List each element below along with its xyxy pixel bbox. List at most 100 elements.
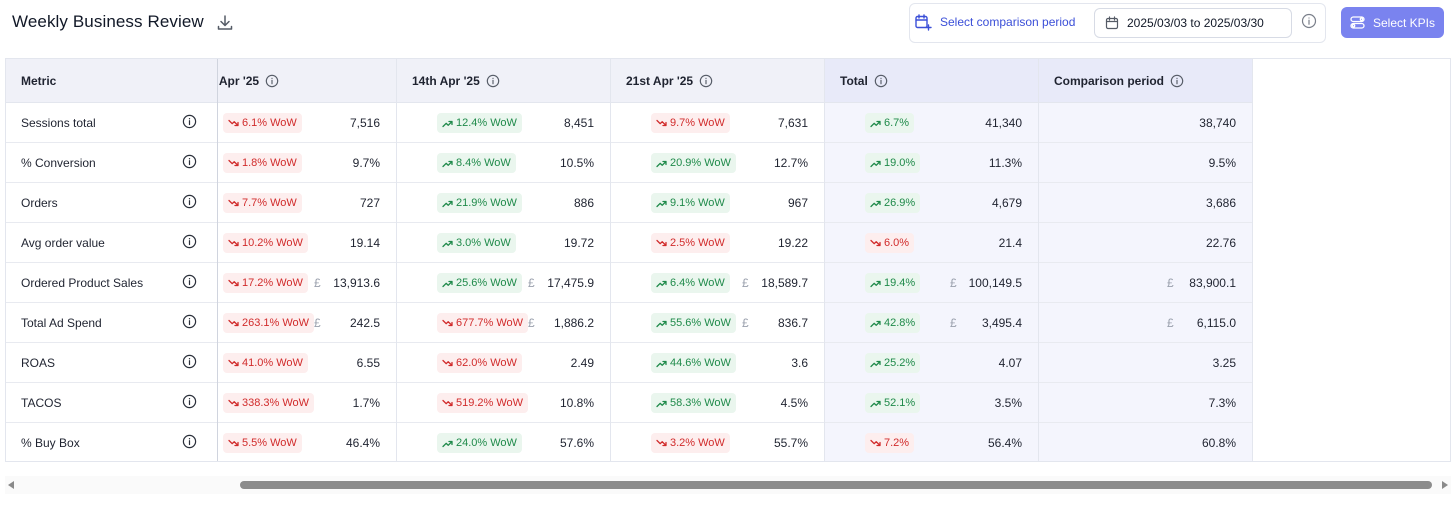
change-value: 10.2% WoW [242,237,303,249]
calendar-add-icon [915,14,932,31]
metric-info-icon[interactable] [182,234,197,252]
change-badge: 41.0% WoW [223,353,308,373]
select-kpis-button[interactable]: Select KPIs [1341,7,1444,38]
column-info-icon[interactable] [486,74,500,88]
table-cell: 41.0% WoW 6.55 [183,343,396,383]
table-cell: 19.4% £100,149.5 [825,263,1038,303]
metric-header: Metric [6,59,217,103]
cell-value: 3,686 [1205,196,1236,210]
change-value: 20.9% WoW [670,157,731,169]
change-value: 52.1% [884,397,916,409]
metric-info-icon[interactable] [182,434,197,452]
metric-info-icon[interactable] [182,354,197,372]
metric-info-icon[interactable] [182,114,197,132]
change-value: 6.4% WoW [670,277,725,289]
scroll-left-icon[interactable] [8,481,14,489]
horizontal-scrollbar[interactable] [5,476,1451,494]
table-cell: 52.1% 3.5% [825,383,1038,423]
table-cell: 7.7% WoW 727 [183,183,396,223]
scrollbar-thumb[interactable] [240,481,1432,489]
table-cell: 6.7% 41,340 [825,103,1038,143]
change-badge: 519.2% WoW [437,393,529,413]
metric-info-icon[interactable] [182,194,197,212]
column-info-icon[interactable] [874,74,888,88]
change-badge: 9.1% WoW [651,193,730,213]
change-badge: 12.4% WoW [437,113,522,133]
metric-row: % Conversion [6,143,217,183]
trend-down-icon [656,239,667,248]
date-range-value: 2025/03/03 to 2025/03/30 [1127,16,1264,30]
column-info-icon[interactable] [265,74,279,88]
download-button[interactable] [213,12,237,34]
table-cell: 25.6% WoW £17,475.9 [397,263,610,303]
currency-symbol: £ [950,316,957,330]
change-value: 17.2% WoW [242,277,303,289]
trend-down-icon [656,439,667,448]
metric-row: Sessions total [6,103,217,143]
cell-value: 41,340 [985,116,1022,130]
column-header: Total [825,59,1038,103]
metric-info-icon[interactable] [182,154,197,172]
scroll-right-icon[interactable] [1442,481,1448,489]
change-value: 25.2% [884,357,916,369]
select-comparison-period-button[interactable]: Select comparison period [914,11,1075,33]
change-value: 44.6% WoW [670,357,731,369]
metric-label: Total Ad Spend [21,315,102,330]
trend-up-icon [870,199,881,208]
cell-value: 38,740 [1199,116,1236,130]
column-total: Total 6.7% 41,340 19.0% 11.3% 26.9% 4,679 6.0% 2… [825,59,1039,461]
metric-label: Orders [21,195,58,210]
metric-label: Sessions total [21,115,96,130]
trend-up-icon [656,159,667,168]
metric-info-icon[interactable] [182,394,197,412]
select-kpis-label: Select KPIs [1372,15,1436,30]
change-badge: 52.1% [865,393,921,413]
metric-row: Orders [6,183,217,223]
column-week: 21st Apr '25 9.7% WoW 7,631 20.9% WoW 12.7% 9… [611,59,825,461]
table-cell: 55.6% WoW £836.7 [611,303,824,343]
column-header-label: Total [840,73,868,88]
table-cell: 6.1% WoW 7,516 [183,103,396,143]
cell-value: 6,115.0 [1196,316,1236,330]
column-info-icon[interactable] [1170,74,1184,88]
column-header: 14th Apr '25 [397,59,610,103]
change-badge: 19.0% [865,153,921,173]
column-header: Comparison period [1039,59,1252,103]
metric-column: Metric Sessions total % Conversion Orders A… [6,59,218,461]
cell-value: 1,886.2 [553,316,594,330]
table-cell: 6.4% WoW £18,589.7 [611,263,824,303]
toggle-settings-icon [1350,16,1365,29]
table-cell: 20.9% WoW 12.7% [611,143,824,183]
change-value: 7.2% [884,437,910,449]
trend-up-icon [442,159,453,168]
cell-value: 17,475.9 [547,276,594,290]
table-cell: 263.1% WoW £242.5 [183,303,396,343]
trend-up-icon [870,359,881,368]
change-value: 3.0% WoW [456,237,511,249]
cell-value: 3.5% [994,396,1022,410]
currency-symbol: £ [528,276,535,290]
date-range-info-icon[interactable] [1301,13,1317,34]
cell-value: 10.8% [559,396,594,410]
table-cell: 62.0% WoW 2.49 [397,343,610,383]
change-badge: 338.3% WoW [223,393,315,413]
table-cell: £6,115.0 [1039,303,1252,343]
table-cell: 25.2% 4.07 [825,343,1038,383]
metric-info-icon[interactable] [182,274,197,292]
column-info-icon[interactable] [699,74,713,88]
date-range-field[interactable]: 2025/03/03 to 2025/03/30 [1094,8,1292,38]
cell-value: 727 [359,196,380,210]
column-header: 21st Apr '25 [611,59,824,103]
metric-info-icon[interactable] [182,314,197,332]
change-badge: 62.0% WoW [437,353,522,373]
trend-up-icon [656,199,667,208]
cell-value: 83,900.1 [1189,276,1236,290]
cell-value: 3.6 [791,356,808,370]
column-week: 14th Apr '25 12.4% WoW 8,451 8.4% WoW 10.5% 2… [397,59,611,461]
change-badge: 5.5% WoW [223,433,302,453]
table-cell: 12.4% WoW 8,451 [397,103,610,143]
cell-value: 11.3% [988,156,1022,170]
change-badge: 677.7% WoW [437,313,529,333]
column-comp: Comparison period 38,740 9.5% 3,686 22.76 £83… [1039,59,1253,461]
change-value: 7.7% WoW [242,197,297,209]
